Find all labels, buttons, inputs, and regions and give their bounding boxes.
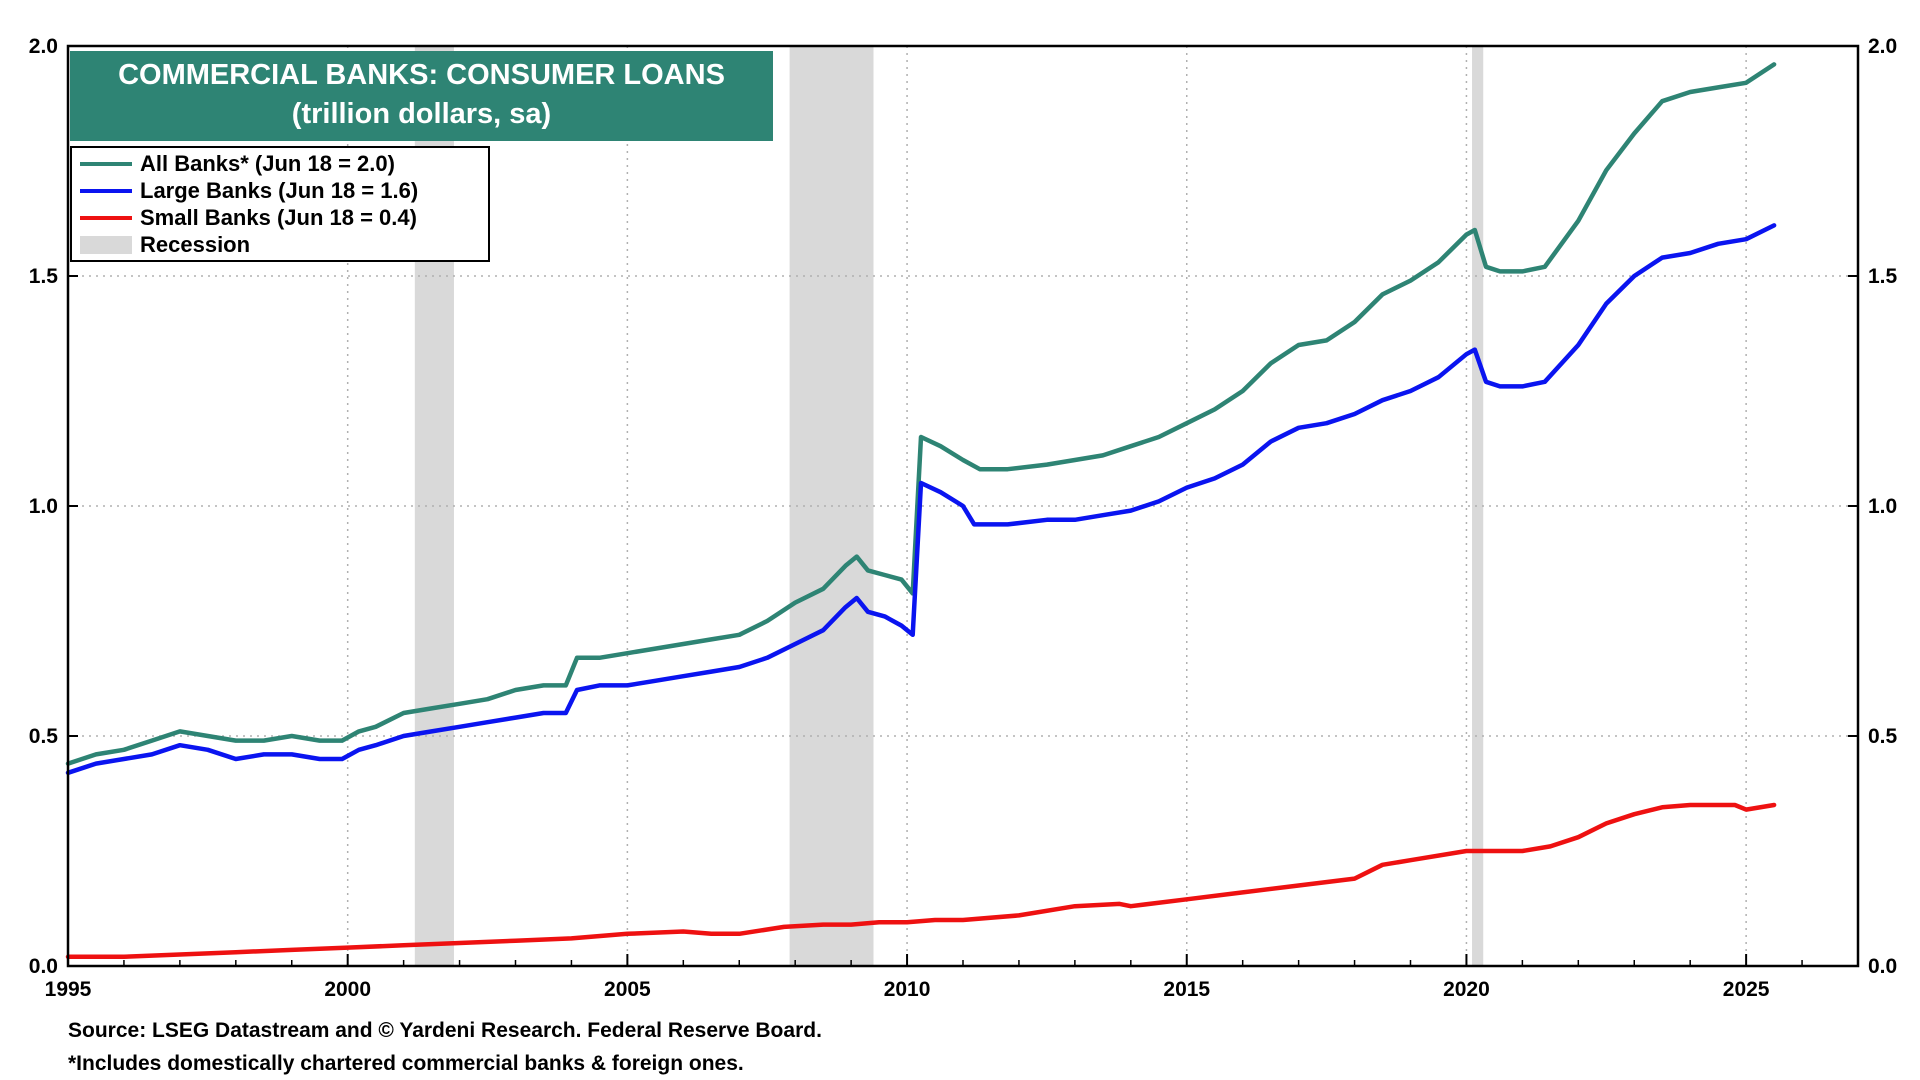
legend-swatch-all-banks	[80, 162, 132, 166]
legend-swatch-large-banks	[80, 189, 132, 193]
y-tick-label-right: 0.0	[1868, 955, 1897, 978]
x-tick-label: 2005	[604, 978, 651, 1001]
x-tick-label: 2010	[884, 978, 931, 1001]
y-tick-label-left: 1.5	[29, 265, 59, 288]
legend-label-large-banks: Large Banks (Jun 18 = 1.6)	[140, 178, 419, 203]
footer-source: Source: LSEG Datastream and © Yardeni Re…	[68, 1019, 822, 1042]
y-tick-label-right: 1.0	[1868, 495, 1897, 518]
legend-item-large-banks: Large Banks (Jun 18 = 1.6)	[80, 178, 418, 204]
recession-band-2	[1472, 46, 1484, 966]
footer-note: *Includes domestically chartered commerc…	[68, 1052, 744, 1075]
axes: 0.0 0.0 0.5 0.5 1.0 1.0 1.5 1.5 2.0 2.0 1995 2000 20…	[29, 35, 1898, 1001]
legend-label-recession: Recession	[140, 232, 251, 257]
y-tick-label-right: 0.5	[1868, 725, 1898, 748]
x-tick-label: 2015	[1163, 978, 1210, 1001]
legend-label-all-banks: All Banks* (Jun 18 = 2.0)	[140, 151, 395, 176]
legend-item-all-banks: All Banks* (Jun 18 = 2.0)	[80, 151, 395, 177]
x-tick-label: 2000	[324, 978, 371, 1001]
legend: All Banks* (Jun 18 = 2.0) Large Banks (J…	[70, 146, 490, 262]
series-line-2	[65, 802, 1777, 960]
chart-title-box: COMMERCIAL BANKS: CONSUMER LOANS (trilli…	[70, 51, 773, 141]
chart-subtitle: (trillion dollars, sa)	[291, 98, 552, 130]
chart-title: COMMERCIAL BANKS: CONSUMER LOANS	[118, 59, 725, 91]
legend-item-recession: Recession	[80, 232, 250, 258]
y-tick-label-right: 2.0	[1868, 35, 1897, 58]
y-tick-label-left: 1.0	[29, 495, 58, 518]
y-tick-label-left: 0.0	[29, 955, 58, 978]
x-tick-label: 2025	[1723, 978, 1770, 1001]
y-tick-label-right: 1.5	[1868, 265, 1898, 288]
legend-item-small-banks: Small Banks (Jun 18 = 0.4)	[80, 205, 417, 231]
gridlines	[68, 46, 1858, 966]
series-lines	[65, 62, 1777, 960]
series-line-0	[65, 62, 1777, 766]
y-tick-label-left: 0.5	[29, 725, 59, 748]
x-tick-label: 1995	[45, 978, 92, 1001]
series-line-1	[65, 223, 1777, 776]
legend-swatch-small-banks	[80, 216, 132, 220]
y-tick-label-left: 2.0	[29, 35, 58, 58]
legend-label-small-banks: Small Banks (Jun 18 = 0.4)	[140, 205, 417, 230]
x-tick-label: 2020	[1443, 978, 1490, 1001]
legend-swatch-recession	[80, 236, 132, 254]
